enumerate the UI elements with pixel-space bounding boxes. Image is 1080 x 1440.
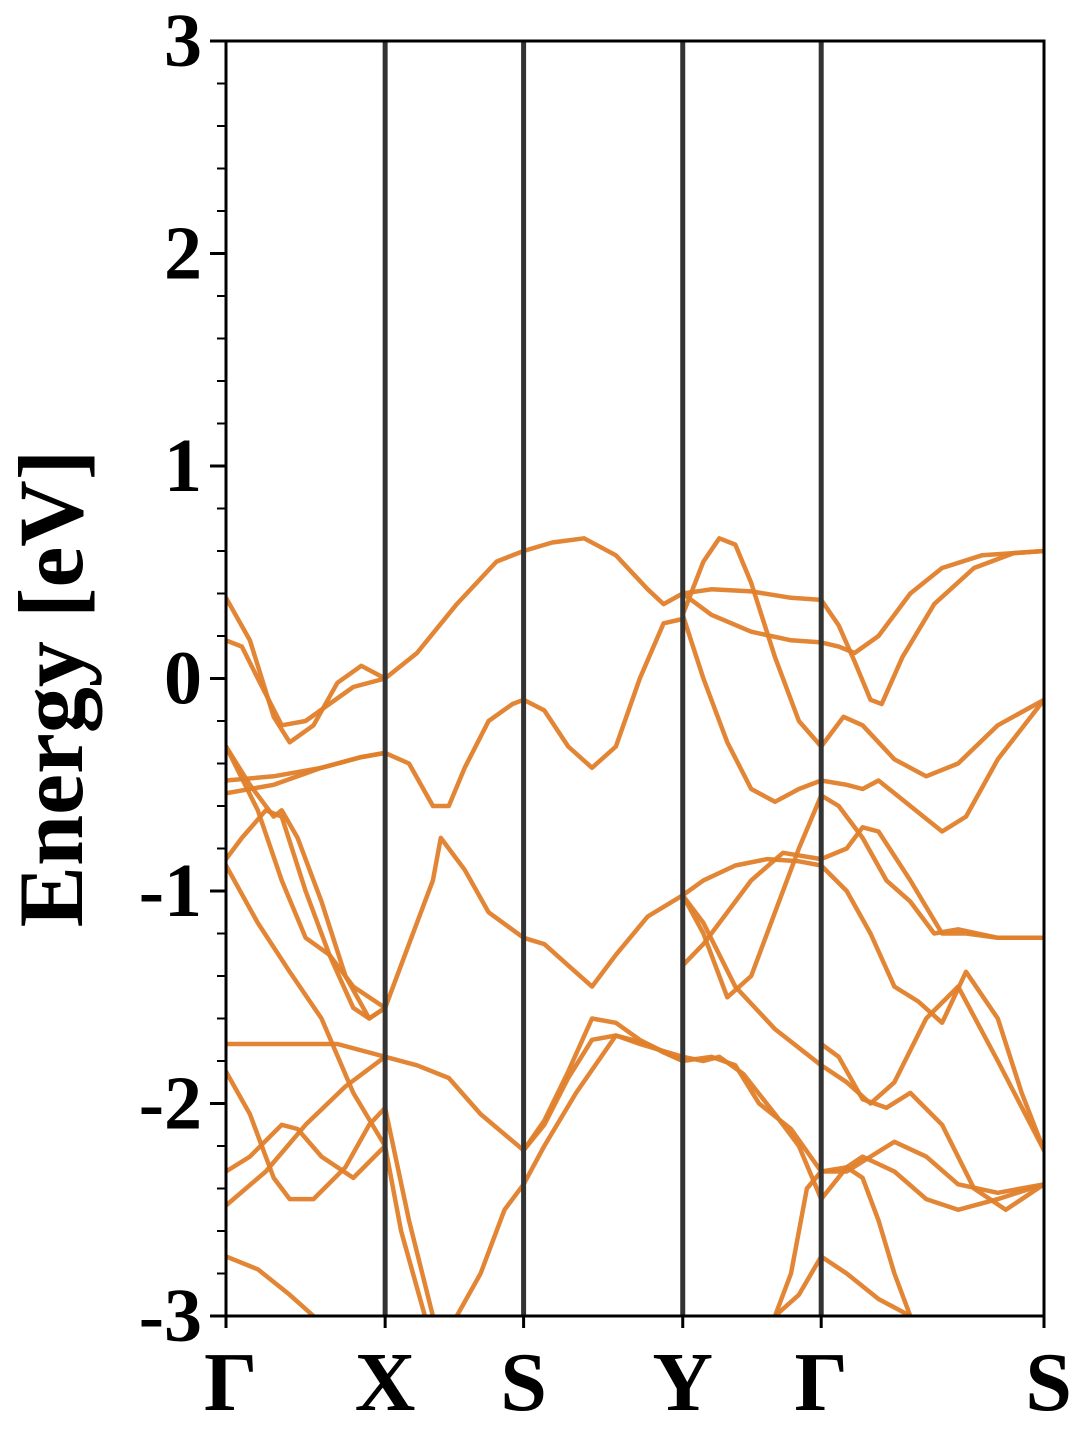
x-tick-label: Γ — [204, 1336, 257, 1429]
x-tick-label: S — [1025, 1336, 1072, 1429]
y-ticks-group: -3 -2 -1 0 1 2 3 — [139, 0, 226, 1358]
band-line-2 — [680, 548, 1044, 656]
band-line-6 — [680, 612, 1044, 834]
y-axis-label: Energy [eV] — [0, 450, 102, 928]
x-tick-label: X — [355, 1336, 416, 1429]
band-line-23 — [226, 1254, 316, 1316]
band-line-11 — [680, 856, 1044, 1153]
y-tick-label: -3 — [139, 1274, 202, 1358]
band-line-10 — [226, 863, 428, 1316]
y-tick-label: 0 — [164, 637, 202, 721]
band-line-12 — [680, 825, 1044, 968]
band-line-19 — [454, 1033, 685, 1316]
kpoint-dividers-group — [382, 41, 824, 1316]
y-tick-label: -1 — [139, 849, 202, 933]
x-tick-label: Y — [652, 1336, 713, 1429]
band-line-15 — [521, 1016, 1044, 1196]
band-line-18 — [226, 1054, 388, 1208]
y-tick-label: -2 — [139, 1062, 202, 1146]
band-line-20 — [772, 1165, 913, 1316]
y-tick-label: 1 — [164, 424, 202, 508]
band-line-8 — [226, 744, 388, 1021]
band-line-21 — [818, 1041, 1044, 1213]
band-line-0 — [226, 536, 1044, 745]
band-line-5 — [226, 750, 388, 796]
x-tick-label: Γ — [794, 1336, 847, 1429]
y-tick-label: 3 — [164, 0, 202, 83]
band-lines-group — [226, 536, 1044, 1316]
y-tick-label: 2 — [164, 212, 202, 296]
band-line-1 — [226, 638, 388, 728]
x-tick-label: S — [500, 1336, 547, 1429]
band-line-17 — [226, 1122, 388, 1181]
band-line-9 — [226, 808, 388, 1021]
band-line-13 — [680, 793, 1044, 1000]
band-line-22 — [772, 1254, 913, 1316]
